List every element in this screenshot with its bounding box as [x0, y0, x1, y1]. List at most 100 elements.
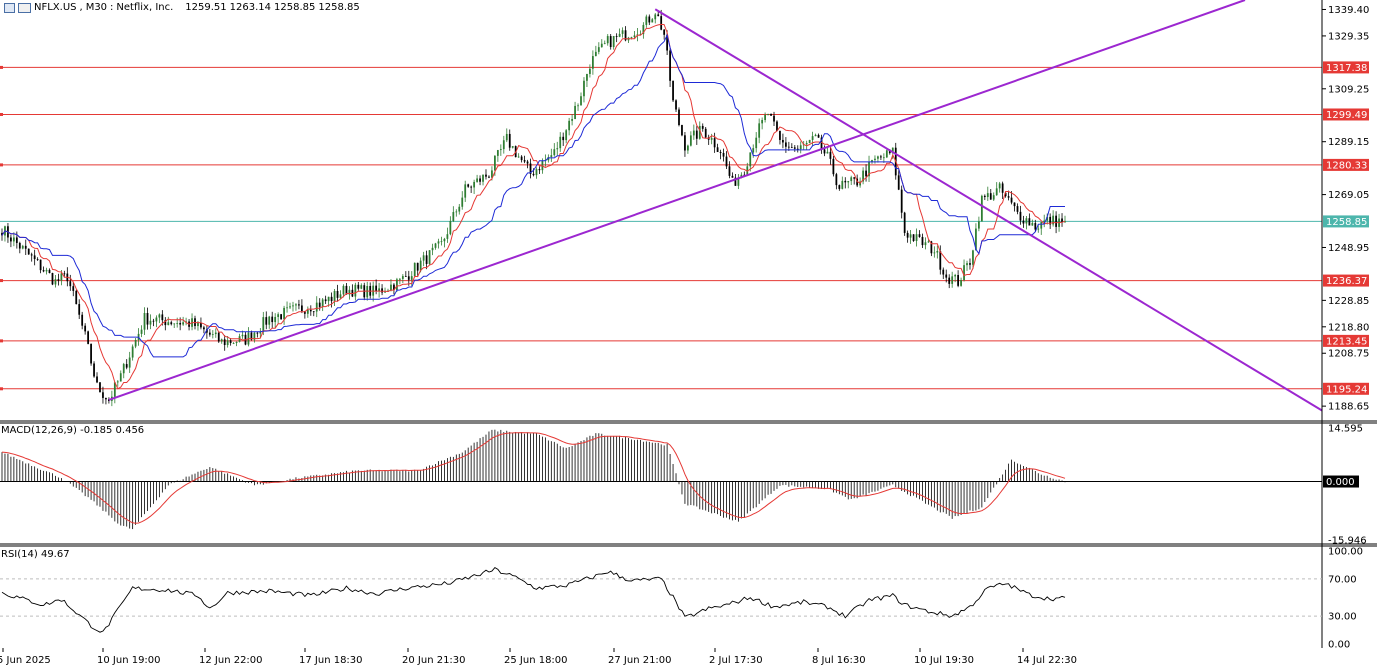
rsi-panel: 100.00 70.00 30.00 0.00 — [0, 547, 1363, 651]
candle-body — [449, 220, 452, 235]
candle-body — [532, 173, 535, 176]
candle-body — [452, 212, 455, 221]
level-anchor — [0, 279, 3, 283]
candle-body — [229, 340, 232, 344]
candle-body — [27, 248, 30, 255]
candle-body — [924, 242, 927, 246]
candle-body — [390, 284, 392, 291]
candle-body — [853, 177, 856, 179]
candle-body — [404, 276, 407, 277]
candle-body — [645, 16, 648, 25]
candle-body — [413, 262, 416, 277]
candle-body — [253, 332, 256, 340]
chart-type-icon[interactable] — [18, 2, 31, 13]
candle-body — [657, 14, 660, 17]
candle-body — [90, 343, 92, 364]
candle-body — [538, 169, 541, 171]
candle-body — [731, 175, 734, 178]
candle-body — [428, 250, 431, 264]
candle-body — [805, 142, 808, 145]
candle-body — [737, 177, 740, 186]
candle-body — [951, 276, 954, 284]
macd-signal-line — [1, 432, 1066, 524]
candle-body — [499, 149, 502, 151]
candle-body — [60, 273, 63, 281]
candle-body — [410, 276, 413, 280]
rsi-tick-label: 30.00 — [1328, 612, 1357, 623]
candle-body — [832, 158, 835, 175]
candle-body — [336, 290, 339, 298]
candle-body — [523, 160, 526, 162]
candle-body — [909, 234, 912, 238]
candle-body — [692, 130, 695, 136]
candle-body — [87, 331, 89, 344]
candle-body — [360, 285, 363, 289]
candle-body — [678, 109, 680, 126]
rsi-tick-label: 100.00 — [1328, 547, 1363, 558]
candle-body — [942, 269, 945, 275]
candle-body — [116, 381, 119, 383]
time-tick-label: 17 Jun 18:30 — [299, 655, 363, 666]
candle-body — [823, 149, 826, 154]
candle-body — [39, 259, 42, 271]
candle-body — [535, 169, 538, 176]
candle-body — [651, 19, 654, 23]
candle-body — [606, 36, 609, 44]
candle-body — [256, 332, 259, 334]
candle-body — [416, 262, 419, 271]
header-high: 1263.14 — [229, 2, 272, 13]
candle-body — [1046, 216, 1049, 221]
candle-body — [565, 130, 568, 141]
candle-body — [292, 305, 294, 307]
candle-body — [817, 134, 820, 138]
candle-body — [330, 296, 333, 302]
candle-body — [936, 251, 939, 253]
price-axis: 1339.40 1329.35 1309.25 1289.15 1269.05 1248.… — [1321, 0, 1369, 648]
candle-body — [687, 145, 689, 151]
candle-body — [197, 322, 199, 327]
candle-body — [580, 96, 582, 106]
candle-body — [1022, 220, 1025, 224]
rsi-label: RSI(14) 49.67 — [1, 549, 70, 560]
candle-body — [615, 36, 618, 37]
candle-body — [283, 307, 285, 320]
candle-body — [48, 269, 51, 274]
candle-body — [975, 228, 977, 251]
candle-body — [850, 177, 853, 182]
candle-body — [986, 193, 989, 198]
candle-body — [303, 311, 306, 314]
candle-body — [589, 68, 591, 74]
candle-body — [948, 277, 951, 284]
candle-body — [152, 320, 155, 322]
candle-body — [33, 255, 36, 260]
candle-body — [624, 30, 627, 41]
candle-body — [315, 302, 318, 312]
price-tick-label: 1329.35 — [1328, 31, 1369, 42]
candle-body — [969, 263, 971, 265]
candle-body — [226, 340, 229, 346]
candle-body — [378, 288, 380, 292]
candle-body — [72, 286, 75, 291]
candle-body — [473, 181, 476, 188]
candle-body — [54, 279, 57, 285]
candle-body — [725, 156, 728, 167]
candle-body — [375, 285, 378, 292]
header-open: 1259.51 — [185, 2, 227, 13]
candle-body — [1016, 206, 1019, 212]
time-tick-label: 14 Jul 22:30 — [1017, 655, 1077, 666]
time-axis: 5 Jun 2025 10 Jun 19:00 12 Jun 22:00 17 Jun… — [0, 648, 1077, 666]
current-price-label: 1258.85 — [1326, 217, 1367, 228]
menu-icon[interactable] — [4, 2, 15, 13]
candle-body — [600, 43, 603, 48]
candle-body — [776, 121, 778, 131]
candle-body — [333, 290, 336, 302]
candle-body — [520, 156, 523, 161]
rising-trendline — [108, 0, 1246, 401]
candle-body — [268, 316, 271, 325]
level-tags: 1317.38 1299.49 1280.33 1236.37 1213.45 1195.… — [1323, 61, 1369, 395]
candle-body — [586, 73, 588, 81]
candle-body — [464, 184, 467, 198]
level-tag — [1323, 158, 1369, 171]
candle-body — [125, 364, 128, 368]
